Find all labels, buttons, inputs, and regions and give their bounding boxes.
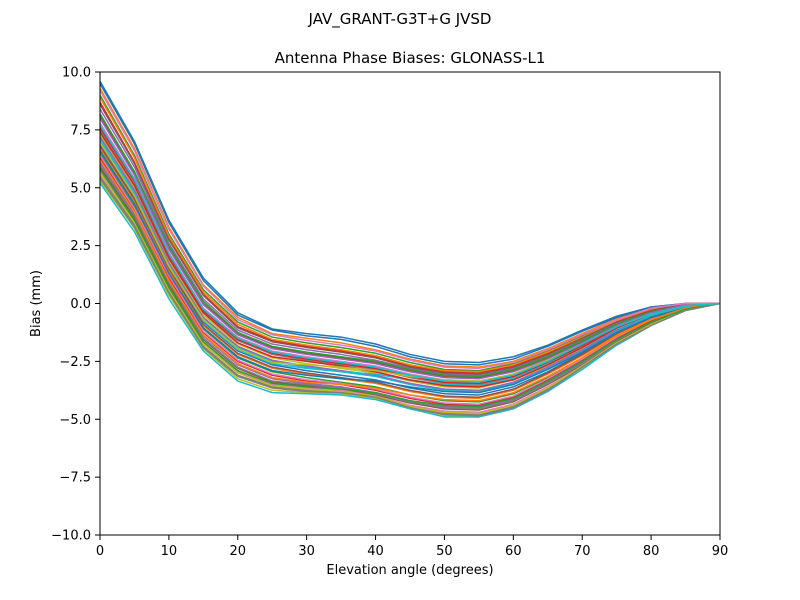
x-tick-label: 80: [643, 544, 660, 559]
series-line-16: [99, 166, 721, 411]
x-axis: 0 10 20 30 40 50 60 70 80 90: [96, 535, 728, 559]
series-line-33: [99, 168, 721, 408]
y-tick-label: −10.0: [51, 529, 91, 544]
series-line-24: [99, 127, 721, 385]
series-line-27: [99, 154, 721, 405]
y-axis-label: Bias (mm): [29, 270, 44, 337]
y-tick-label: 7.5: [70, 123, 91, 138]
series-line-20: [99, 182, 721, 418]
x-tick-label: 60: [505, 544, 522, 559]
x-tick-label: 50: [436, 544, 453, 559]
series-line-1: [99, 80, 720, 364]
series-line-14: [99, 157, 721, 407]
x-tick-label: 90: [712, 544, 729, 559]
series-line-21: [99, 83, 720, 366]
series-line-5: [99, 108, 721, 377]
series-line-34: [99, 131, 721, 388]
chart-title: Antenna Phase Biases: GLONASS-L1: [275, 49, 546, 67]
series-line-22: [99, 97, 720, 373]
series-line-35: [99, 117, 721, 380]
y-tick-label: 5.0: [70, 181, 91, 196]
y-tick-label: −5.0: [59, 413, 91, 428]
series-line-7: [99, 122, 721, 382]
figure-suptitle: JAV_GRANT-G3T+G JVSD: [308, 10, 492, 29]
x-tick-label: 40: [367, 544, 384, 559]
series-line-10: [99, 138, 721, 393]
series-line-36: [99, 104, 720, 375]
series-line-31: [99, 150, 721, 394]
series-line-26: [99, 145, 721, 399]
series-line-28: [99, 164, 721, 410]
x-tick-label: 20: [230, 544, 247, 559]
series-layer: [99, 80, 721, 418]
y-tick-label: 0.0: [70, 297, 91, 312]
x-tick-label: 10: [161, 544, 178, 559]
series-line-40: [99, 124, 721, 383]
series-line-32: [99, 159, 721, 402]
x-axis-label: Elevation angle (degrees): [326, 563, 493, 578]
series-line-25: [99, 136, 721, 392]
series-line-23: [99, 113, 721, 378]
y-tick-label: −2.5: [59, 355, 91, 370]
x-tick-label: 70: [574, 544, 591, 559]
series-line-12: [99, 147, 721, 400]
x-tick-label: 30: [298, 544, 315, 559]
series-line-8: [99, 129, 721, 386]
series-line-29: [99, 173, 721, 415]
series-line-38: [99, 178, 721, 417]
y-tick-label: −7.5: [59, 471, 91, 486]
x-tick-label: 0: [96, 544, 104, 559]
y-tick-label: 2.5: [70, 239, 91, 254]
series-line-37: [99, 90, 720, 370]
y-tick-label: 10.0: [62, 66, 91, 81]
y-axis: −10.0 −7.5 −5.0 −2.5 0.0 2.5 5.0 7.5 10.0: [51, 66, 100, 544]
